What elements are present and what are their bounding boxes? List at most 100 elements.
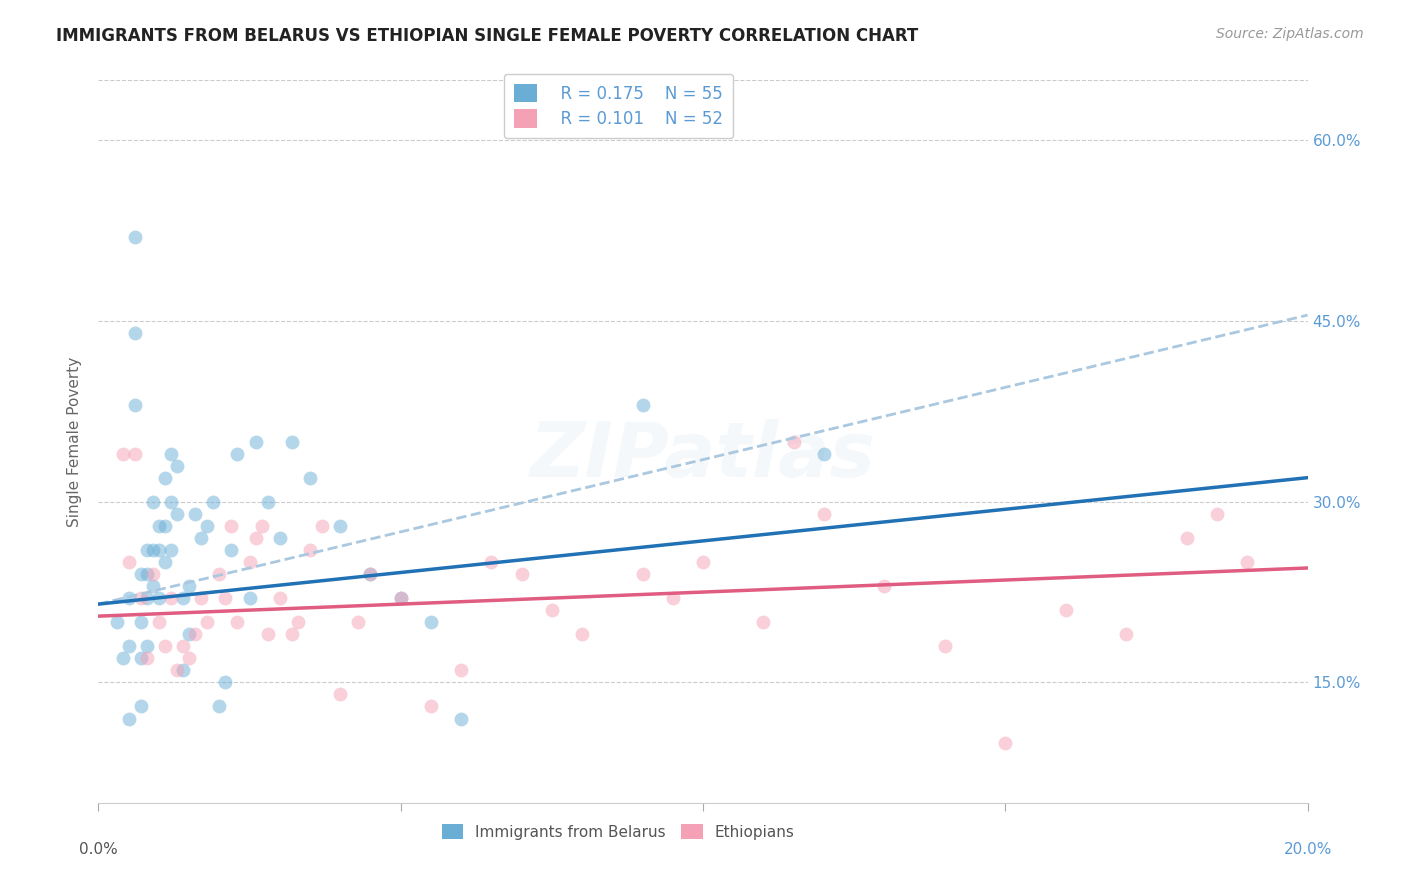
Point (1236, 555, 1258, 569)
Point (360, 567, 382, 582)
Point (214, 675, 236, 690)
Text: 20.0%: 20.0% (1284, 842, 1331, 856)
Point (1175, 531, 1198, 545)
Point (221, 542, 243, 557)
Point (195, 615, 218, 630)
Point (239, 591, 262, 606)
Point (184, 627, 207, 641)
Point (450, 664, 472, 678)
Point (813, 507, 835, 521)
Point (347, 615, 370, 630)
Point (118, 639, 141, 653)
Point (994, 735, 1017, 749)
Point (571, 627, 593, 641)
Point (105, 615, 128, 630)
Point (111, 651, 134, 665)
Point (1206, 507, 1229, 521)
Legend: Immigrants from Belarus, Ethiopians: Immigrants from Belarus, Ethiopians (436, 818, 801, 846)
Point (540, 603, 562, 617)
Point (269, 531, 291, 545)
Text: ZIPatlas: ZIPatlas (530, 419, 876, 493)
Point (226, 446, 249, 460)
Point (179, 627, 201, 641)
Point (172, 664, 194, 678)
Point (256, 494, 278, 508)
Point (389, 591, 412, 606)
Point (160, 591, 183, 606)
Point (752, 615, 775, 630)
Point (202, 494, 225, 508)
Point (299, 542, 322, 557)
Point (813, 446, 835, 460)
Point (256, 627, 278, 641)
Point (124, 229, 146, 244)
Point (166, 507, 188, 521)
Point (118, 591, 141, 606)
Point (245, 434, 267, 449)
Point (631, 398, 654, 412)
Point (160, 542, 183, 557)
Point (221, 519, 243, 533)
Point (179, 579, 201, 593)
Point (311, 519, 333, 533)
Point (190, 531, 212, 545)
Point (148, 542, 170, 557)
Point (153, 555, 176, 569)
Point (190, 591, 212, 606)
Point (692, 555, 714, 569)
Point (934, 639, 956, 653)
Point (118, 712, 141, 726)
Point (124, 398, 146, 412)
Point (142, 567, 165, 582)
Point (250, 519, 273, 533)
Point (124, 326, 146, 340)
Point (160, 494, 183, 508)
Point (214, 591, 236, 606)
Point (481, 555, 503, 569)
Point (129, 615, 152, 630)
Point (172, 591, 194, 606)
Point (179, 651, 201, 665)
Point (142, 542, 165, 557)
Point (360, 567, 382, 582)
Point (631, 567, 654, 582)
Point (299, 471, 322, 485)
Point (148, 519, 170, 533)
Point (226, 615, 249, 630)
Point (118, 555, 141, 569)
Point (129, 567, 152, 582)
Point (160, 446, 183, 460)
Point (153, 471, 176, 485)
Point (510, 567, 533, 582)
Point (1054, 603, 1077, 617)
Y-axis label: Single Female Poverty: Single Female Poverty (67, 357, 83, 526)
Point (245, 531, 267, 545)
Point (148, 615, 170, 630)
Point (135, 542, 157, 557)
Point (148, 591, 170, 606)
Point (195, 519, 218, 533)
Point (153, 639, 176, 653)
Point (287, 615, 309, 630)
Point (135, 639, 157, 653)
Point (172, 639, 194, 653)
Point (450, 712, 472, 726)
Point (420, 615, 443, 630)
Point (111, 446, 134, 460)
Point (389, 591, 412, 606)
Point (208, 699, 231, 714)
Point (166, 458, 188, 473)
Text: 0.0%: 0.0% (79, 842, 118, 856)
Point (269, 591, 291, 606)
Point (281, 434, 304, 449)
Text: Source: ZipAtlas.com: Source: ZipAtlas.com (1216, 27, 1364, 41)
Point (329, 519, 352, 533)
Point (135, 651, 157, 665)
Point (142, 579, 165, 593)
Point (184, 507, 207, 521)
Point (153, 519, 176, 533)
Point (166, 664, 188, 678)
Point (135, 591, 157, 606)
Text: IMMIGRANTS FROM BELARUS VS ETHIOPIAN SINGLE FEMALE POVERTY CORRELATION CHART: IMMIGRANTS FROM BELARUS VS ETHIOPIAN SIN… (56, 27, 918, 45)
Point (783, 434, 806, 449)
